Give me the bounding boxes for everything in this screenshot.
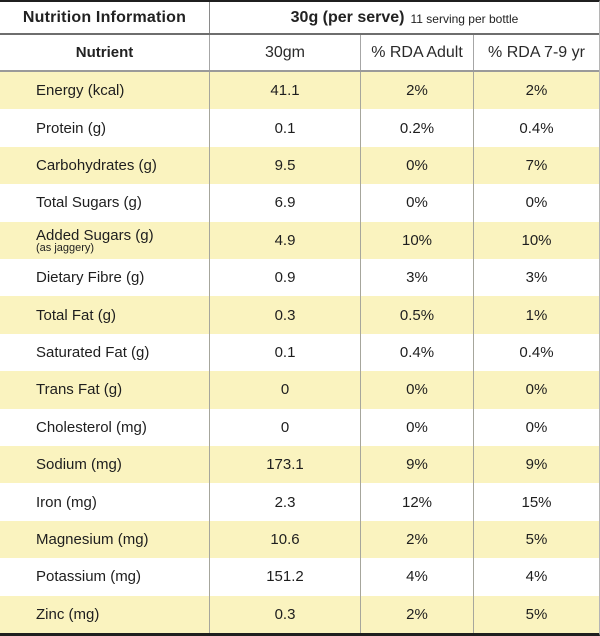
table-row-saturated-fat: Saturated Fat (g) 0.1 0.4% 0.4% bbox=[0, 333, 599, 372]
serve-size: 30g (per serve) bbox=[290, 8, 405, 26]
rda-child-cell: 10% bbox=[521, 231, 552, 249]
table-row-iron: Iron (mg) 2.3 12% 15% bbox=[0, 483, 599, 521]
serve-note: 11 serving per bottle bbox=[410, 11, 519, 26]
amount-cell: 0.3 bbox=[210, 296, 361, 334]
rda-child-cell: 2% bbox=[525, 82, 548, 100]
rda-adult-cell: 0% bbox=[361, 408, 474, 447]
table-header-row-2: Nutrient 30gm % RDA Adult % RDA 7-9 yr bbox=[0, 35, 599, 72]
amount-cell: 0.9 bbox=[210, 259, 361, 297]
amount-cell: 173.1 bbox=[210, 446, 361, 484]
table-title: Nutrition Information bbox=[22, 8, 187, 26]
nutrient-name-cell: Added Sugars (g) (as jaggery) bbox=[0, 221, 210, 260]
rda-adult-cell: 2% bbox=[361, 72, 474, 110]
table-row-cholesterol: Cholesterol (mg) 0 0% 0% bbox=[0, 408, 599, 447]
rda-adult-cell: 0% bbox=[361, 184, 474, 222]
rda-adult-cell: 10% bbox=[361, 221, 474, 260]
nutrient-name-cell: Magnesium (mg) bbox=[0, 520, 210, 559]
rda-adult-cell: 0.4% bbox=[361, 333, 474, 372]
column-header-nutrient: Nutrient bbox=[0, 35, 210, 70]
table-row-trans-fat: Trans Fat (g) 0 0% 0% bbox=[0, 371, 599, 409]
table-row-sodium: Sodium (mg) 173.1 9% 9% bbox=[0, 446, 599, 484]
amount-cell: 41.1 bbox=[210, 72, 361, 110]
rda-adult-cell: 0.2% bbox=[361, 109, 474, 147]
rda-adult-cell: 9% bbox=[361, 446, 474, 484]
rda-adult-cell: 0% bbox=[361, 371, 474, 409]
nutrient-name-cell: Sodium (mg) bbox=[0, 446, 210, 484]
rda-adult-cell: 12% bbox=[361, 483, 474, 521]
nutrient-name-cell: Dietary Fibre (g) bbox=[0, 259, 210, 297]
amount-cell: 4.9 bbox=[210, 221, 361, 260]
table-row-added-sugars: Added Sugars (g) (as jaggery) 4.9 10% 10… bbox=[0, 221, 599, 260]
table-row-protein: Protein (g) 0.1 0.2% 0.4% bbox=[0, 109, 599, 147]
serving-info-cell: 30g (per serve) 11 serving per bottle bbox=[210, 2, 599, 33]
amount-cell: 2.3 bbox=[210, 483, 361, 521]
amount-cell: 151.2 bbox=[210, 558, 361, 596]
table-row-magnesium: Magnesium (mg) 10.6 2% 5% bbox=[0, 520, 599, 559]
rda-child-cell: 3% bbox=[525, 269, 548, 287]
table-row-total-fat: Total Fat (g) 0.3 0.5% 1% bbox=[0, 296, 599, 334]
amount-cell: 0.1 bbox=[210, 333, 361, 372]
table-title-cell: Nutrition Information bbox=[0, 2, 210, 33]
rda-child-cell: 0% bbox=[525, 418, 548, 436]
table-row-total-sugars: Total Sugars (g) 6.9 0% 0% bbox=[0, 184, 599, 222]
column-header-rda-child: % RDA 7-9 yr bbox=[488, 43, 585, 61]
column-header-amount: 30gm bbox=[210, 35, 361, 70]
table-body: Energy (kcal) 41.1 2% 2% Protein (g) 0.1… bbox=[0, 72, 599, 634]
rda-child-cell: 15% bbox=[521, 493, 552, 511]
rda-adult-cell: 2% bbox=[361, 520, 474, 559]
rda-child-cell: 5% bbox=[525, 531, 548, 549]
nutrient-name-cell: Total Fat (g) bbox=[0, 296, 210, 334]
column-header-rda-adult: % RDA Adult bbox=[361, 35, 474, 70]
amount-cell: 6.9 bbox=[210, 184, 361, 222]
rda-child-cell: 5% bbox=[525, 605, 548, 623]
nutrient-name-cell: Energy (kcal) bbox=[0, 72, 210, 110]
rda-child-cell: 0.4% bbox=[519, 119, 554, 137]
amount-cell: 10.6 bbox=[210, 520, 361, 559]
rda-child-cell: 0% bbox=[525, 194, 548, 212]
nutrient-name-cell: Trans Fat (g) bbox=[0, 371, 210, 409]
rda-child-cell: 0% bbox=[525, 381, 548, 399]
nutrient-subnote: (as jaggery) bbox=[36, 241, 95, 254]
nutrient-name-cell: Carbohydrates (g) bbox=[0, 146, 210, 185]
rda-adult-cell: 4% bbox=[361, 558, 474, 596]
rda-child-cell: 4% bbox=[525, 568, 548, 586]
amount-cell: 0.1 bbox=[210, 109, 361, 147]
amount-cell: 9.5 bbox=[210, 146, 361, 185]
rda-child-cell: 1% bbox=[525, 306, 548, 324]
nutrient-name-cell: Cholesterol (mg) bbox=[0, 408, 210, 447]
table-row-dietary-fibre: Dietary Fibre (g) 0.9 3% 3% bbox=[0, 259, 599, 297]
nutrient-name-cell: Total Sugars (g) bbox=[0, 184, 210, 222]
rda-child-cell: 0.4% bbox=[519, 344, 554, 362]
rda-child-cell: 7% bbox=[525, 157, 548, 175]
nutrient-name-cell: Zinc (mg) bbox=[0, 595, 210, 634]
amount-cell: 0 bbox=[210, 371, 361, 409]
nutrient-name-cell: Iron (mg) bbox=[0, 483, 210, 521]
rda-adult-cell: 0% bbox=[361, 146, 474, 185]
rda-adult-cell: 3% bbox=[361, 259, 474, 297]
rda-adult-cell: 2% bbox=[361, 595, 474, 634]
amount-cell: 0.3 bbox=[210, 595, 361, 634]
nutrient-name-cell: Saturated Fat (g) bbox=[0, 333, 210, 372]
table-row-zinc: Zinc (mg) 0.3 2% 5% bbox=[0, 595, 599, 634]
table-row-potassium: Potassium (mg) 151.2 4% 4% bbox=[0, 558, 599, 596]
table-header-row-1: Nutrition Information 30g (per serve) 11… bbox=[0, 2, 599, 35]
amount-cell: 0 bbox=[210, 408, 361, 447]
nutrient-name-cell: Potassium (mg) bbox=[0, 558, 210, 596]
rda-child-cell: 9% bbox=[525, 456, 548, 474]
table-row-carbohydrates: Carbohydrates (g) 9.5 0% 7% bbox=[0, 146, 599, 185]
nutrient-name-cell: Protein (g) bbox=[0, 109, 210, 147]
table-row-energy: Energy (kcal) 41.1 2% 2% bbox=[0, 72, 599, 110]
rda-adult-cell: 0.5% bbox=[361, 296, 474, 334]
